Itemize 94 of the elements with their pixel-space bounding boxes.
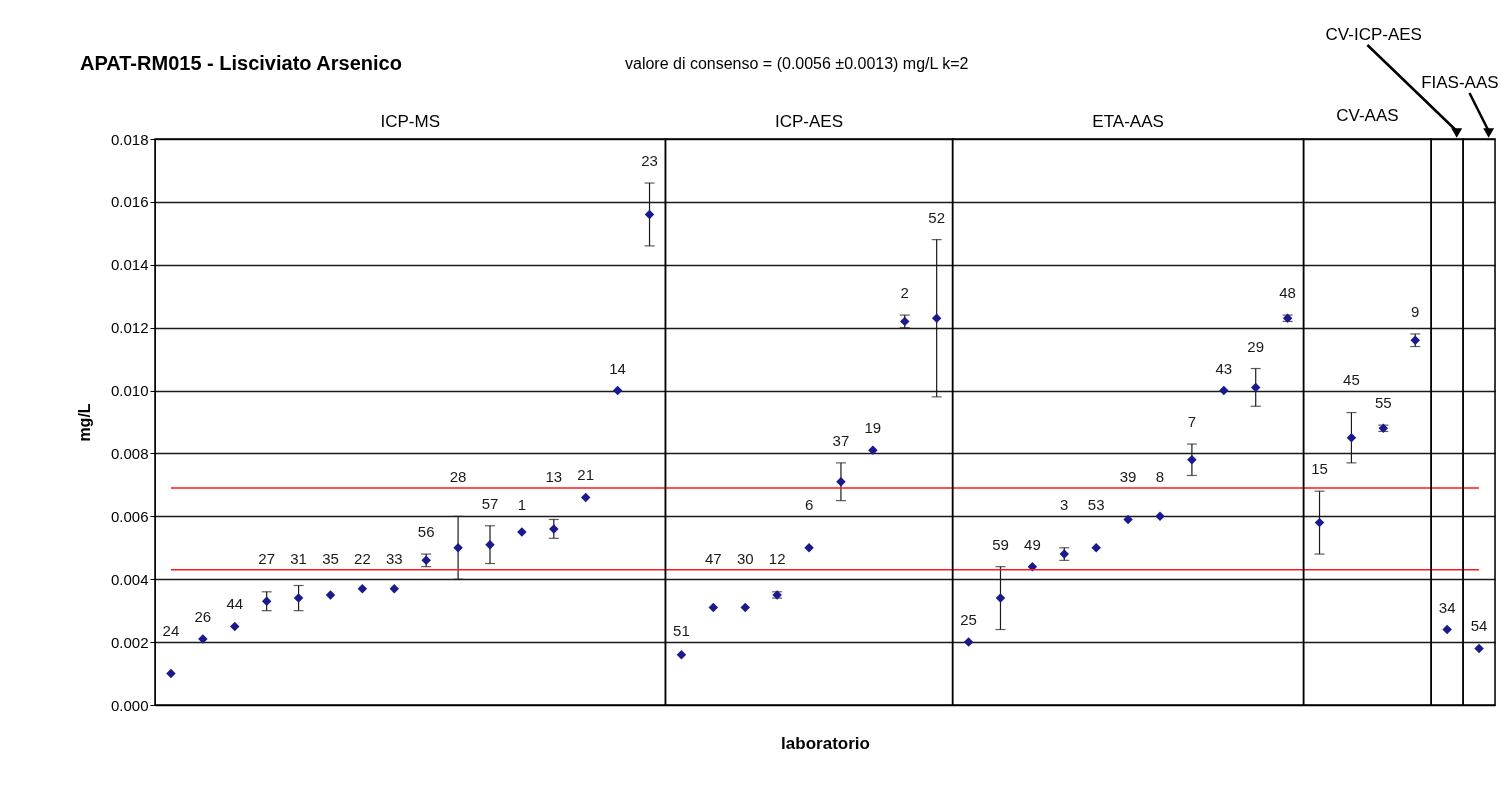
chart-subtitle: valore di consenso = (0.0056 ±0.0013) mg/L k=2: [625, 55, 969, 72]
point: [708, 602, 719, 613]
x-tick-label: 6: [804, 496, 814, 514]
point: [166, 668, 176, 679]
x-tick-label: 53: [1087, 496, 1105, 514]
point: [1219, 385, 1229, 396]
x-tick-label: 7: [1187, 413, 1197, 431]
point: [485, 539, 495, 550]
point: [230, 621, 240, 632]
y-tick-label: 0.000: [110, 696, 149, 714]
x-tick-label: 21: [577, 466, 595, 484]
x-tick-label: 30: [736, 549, 754, 567]
point: [1346, 432, 1357, 443]
band-label: CV-AAS: [1336, 106, 1399, 125]
y-tick-label: 0.004: [110, 570, 149, 588]
x-tick-label: 19: [864, 419, 882, 437]
x-tick-label: 52: [928, 208, 946, 226]
chart-title: APAT-RM015 - Lisciviato Arsenico: [80, 52, 402, 74]
band-label: FIAS-AAS: [1421, 73, 1499, 92]
x-tick-label: 3: [1060, 496, 1069, 514]
point: [1155, 511, 1165, 522]
band-label: CV-ICP-AES: [1325, 25, 1422, 44]
x-tick-label: 59: [992, 535, 1009, 553]
point: [1123, 514, 1133, 525]
point: [1187, 454, 1197, 465]
x-tick-label: 12: [768, 549, 786, 567]
x-tick-label: 13: [545, 468, 563, 486]
x-tick-label: 29: [1247, 337, 1265, 355]
x-tick-label: 54: [1470, 617, 1488, 635]
point: [549, 524, 559, 534]
x-tick-label: 45: [1343, 370, 1360, 388]
x-tick-label: 49: [1024, 535, 1041, 553]
point: [804, 543, 814, 553]
x-tick-label: 43: [1215, 359, 1233, 377]
point: [293, 593, 304, 603]
x-tick-label: 9: [1411, 302, 1420, 320]
x-tick-label: 2: [900, 284, 909, 302]
band-label: ICP-MS: [380, 112, 440, 131]
point: [931, 313, 942, 323]
x-tick-label: 37: [832, 431, 850, 449]
y-tick-label: 0.012: [110, 319, 149, 337]
x-tick-label: 23: [641, 152, 658, 170]
point: [740, 602, 750, 613]
y-axis-title: mg/L: [75, 403, 93, 442]
x-tick-label: 24: [162, 622, 180, 640]
point: [995, 593, 1006, 603]
x-tick-label: 55: [1374, 394, 1392, 412]
point: [644, 209, 655, 220]
y-tick-label: 0.014: [110, 256, 149, 274]
point: [389, 583, 400, 594]
point: [676, 649, 687, 660]
point: [357, 583, 368, 594]
x-tick-label: 39: [1119, 468, 1137, 486]
band-label: ETA-AAS: [1092, 112, 1164, 131]
point: [868, 445, 878, 456]
x-tick-label: 57: [481, 494, 499, 512]
point: [261, 596, 272, 606]
y-tick-label: 0.008: [110, 444, 149, 462]
x-tick-label: 8: [1155, 468, 1165, 486]
x-tick-label: 26: [194, 607, 212, 625]
y-tick-label: 0.018: [110, 130, 149, 148]
x-tick-label: 34: [1438, 598, 1456, 616]
y-tick-label: 0.006: [110, 507, 149, 525]
x-tick-label: 27: [258, 549, 276, 567]
point: [1250, 382, 1261, 393]
point: [1091, 543, 1101, 553]
x-tick-label: 44: [226, 595, 244, 613]
point: [1474, 643, 1484, 654]
point: [963, 637, 974, 647]
x-tick-label: 28: [449, 468, 467, 486]
x-tick-label: 1: [517, 496, 527, 514]
x-tick-label: 47: [704, 549, 722, 567]
point: [836, 477, 846, 487]
x-tick-label: 56: [417, 523, 435, 541]
point: [453, 543, 463, 553]
y-tick-label: 0.010: [110, 382, 149, 400]
x-tick-label: 25: [960, 611, 977, 629]
point: [580, 492, 591, 503]
x-tick-label: 15: [1311, 460, 1328, 478]
y-tick-label: 0.002: [110, 633, 149, 651]
x-tick-label: 48: [1279, 284, 1296, 302]
x-tick-label: 31: [290, 549, 307, 567]
x-tick-label: 14: [609, 359, 626, 377]
x-axis-title: laboratorio: [781, 733, 870, 753]
x-tick-label: 51: [673, 622, 690, 640]
x-tick-label: 22: [354, 549, 371, 567]
point: [325, 590, 336, 600]
band-label: ICP-AES: [775, 112, 844, 131]
point: [612, 385, 623, 396]
point: [1442, 624, 1452, 635]
x-tick-label: 33: [385, 549, 403, 567]
point: [1314, 517, 1325, 528]
x-tick-label: 35: [322, 549, 339, 567]
y-tick-label: 0.016: [110, 193, 149, 211]
